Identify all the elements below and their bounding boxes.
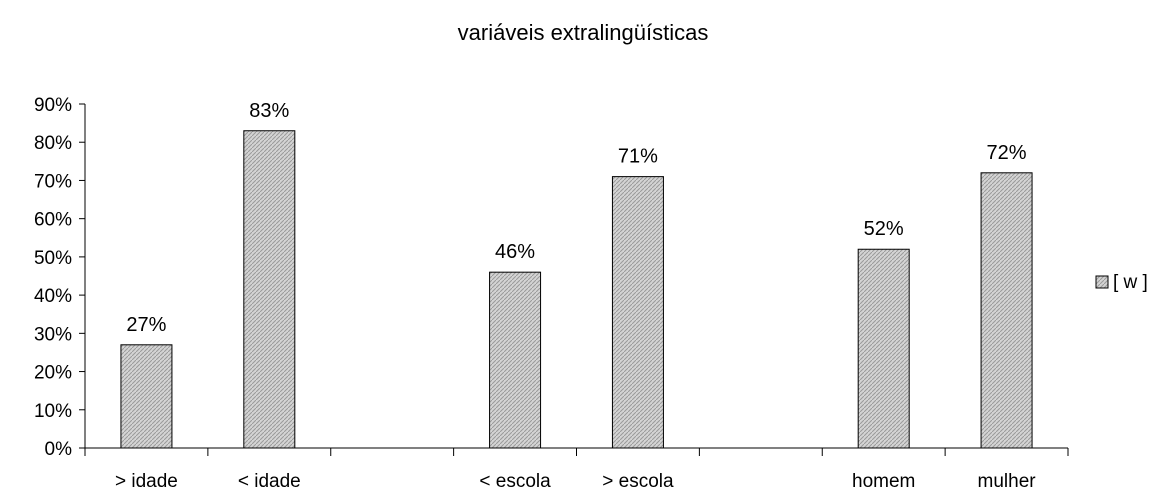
category-label: mulher (978, 471, 1037, 492)
legend-label: [ w ] (1113, 272, 1148, 293)
bar (489, 271, 542, 449)
chart-title: variáveis extralingüísticas (458, 20, 709, 45)
data-label: 52% (864, 218, 904, 240)
y-tick-label: 90% (34, 95, 72, 116)
y-tick-label: 60% (34, 210, 72, 231)
bar (120, 344, 173, 449)
category-label: homem (852, 471, 915, 492)
legend-swatch (1095, 275, 1109, 289)
bar (857, 248, 910, 449)
y-tick-label: 50% (34, 248, 72, 269)
y-tick-label: 80% (34, 133, 72, 154)
y-tick-label: 0% (45, 439, 73, 460)
data-label: 83% (249, 100, 289, 122)
y-tick-label: 20% (34, 363, 72, 384)
y-tick-label: 70% (34, 171, 72, 192)
bar (611, 176, 664, 449)
data-label: 72% (987, 142, 1027, 164)
legend: [ w ] (1095, 272, 1148, 293)
y-tick-label: 40% (34, 286, 72, 307)
category-label: > idade (115, 471, 178, 492)
bar (980, 172, 1033, 449)
data-label: 46% (495, 241, 535, 263)
data-label: 27% (126, 314, 166, 336)
category-label: < escola (479, 471, 551, 492)
category-label: > escola (602, 471, 674, 492)
bar (243, 130, 296, 449)
plot-area: 0% 10% 20% 30% 40% 50% 60% 70% 80% 90% 27% > idade 8… (34, 95, 1069, 492)
data-label: 71% (618, 146, 658, 168)
y-tick-label: 10% (34, 401, 72, 422)
category-label: < idade (238, 471, 301, 492)
y-tick-label: 30% (34, 324, 72, 345)
